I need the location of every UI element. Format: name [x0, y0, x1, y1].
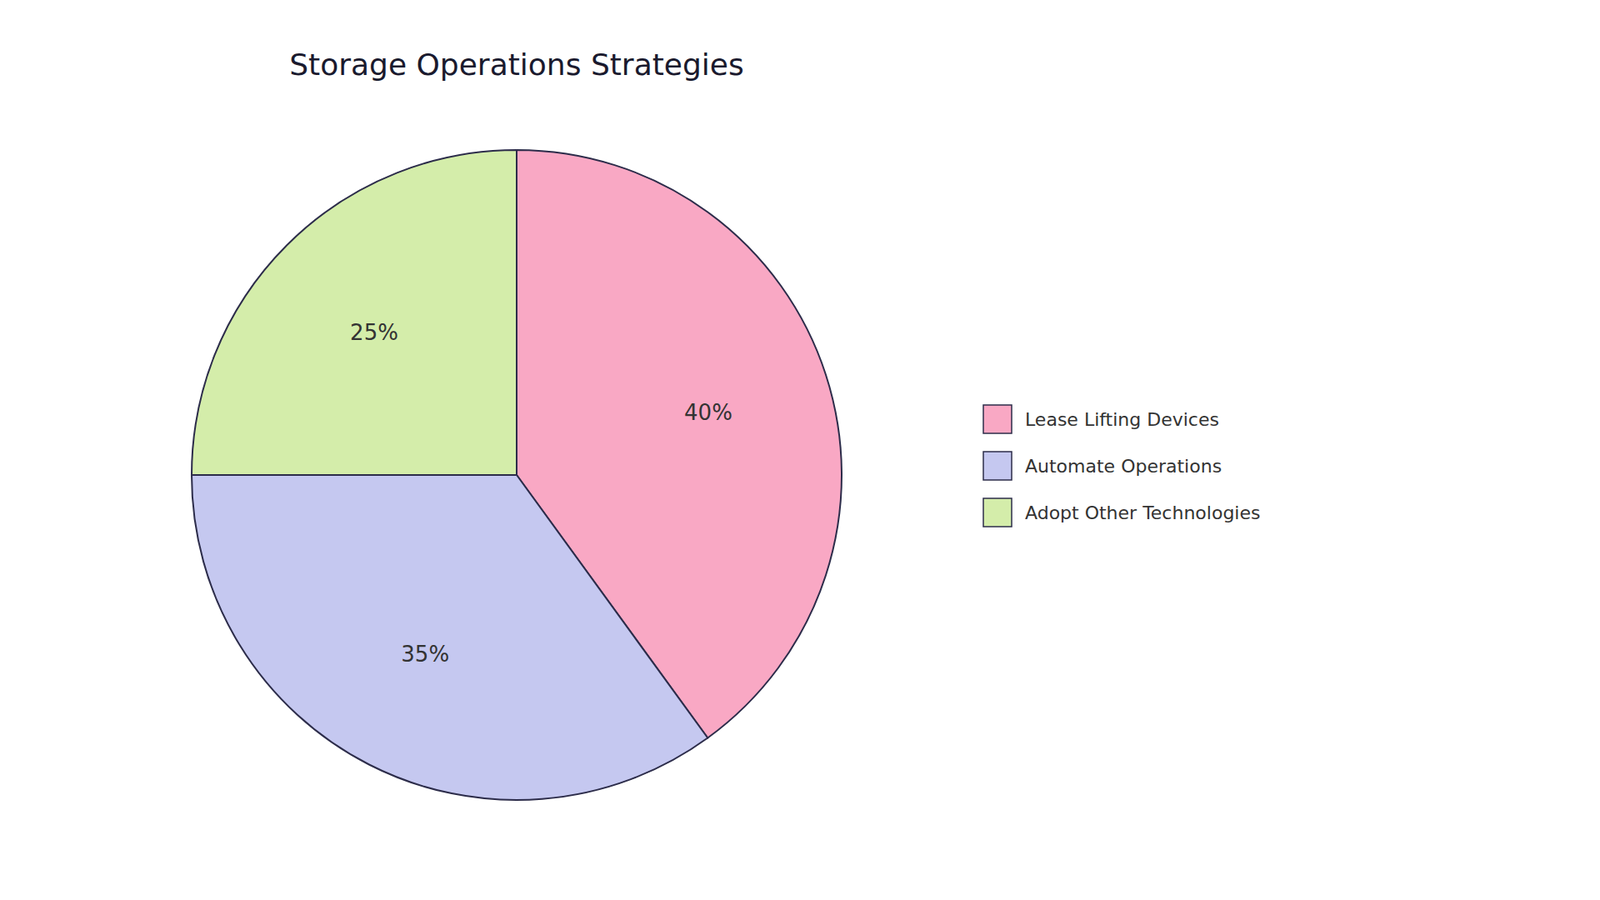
data-label: 40% — [684, 400, 733, 425]
pie-slice — [191, 150, 517, 475]
chart-container: Storage Operations Strategies 40% 35% 25% Le… — [0, 0, 1600, 900]
legend-swatch — [983, 498, 1012, 527]
background — [0, 0, 1600, 900]
title: Storage Operations Strategies — [289, 47, 745, 82]
data-label: 25% — [350, 320, 399, 345]
data-label: 35% — [400, 641, 450, 667]
legend: Lease Lifting Devices Automate Operations… — [983, 405, 1260, 527]
slices — [191, 150, 842, 800]
legend-label: Lease Lifting Devices — [1025, 409, 1220, 430]
data-labels: 40% 35% 25% — [350, 320, 733, 667]
legend-label: Automate Operations — [1025, 455, 1222, 477]
legend-label: Adopt Other Technologies — [1025, 502, 1260, 524]
legend-swatch — [983, 451, 1012, 480]
chart-svg: Storage Operations Strategies 40% 35% 25% Le… — [0, 0, 1600, 900]
legend-swatch — [983, 405, 1012, 434]
pie-slice — [191, 475, 708, 800]
